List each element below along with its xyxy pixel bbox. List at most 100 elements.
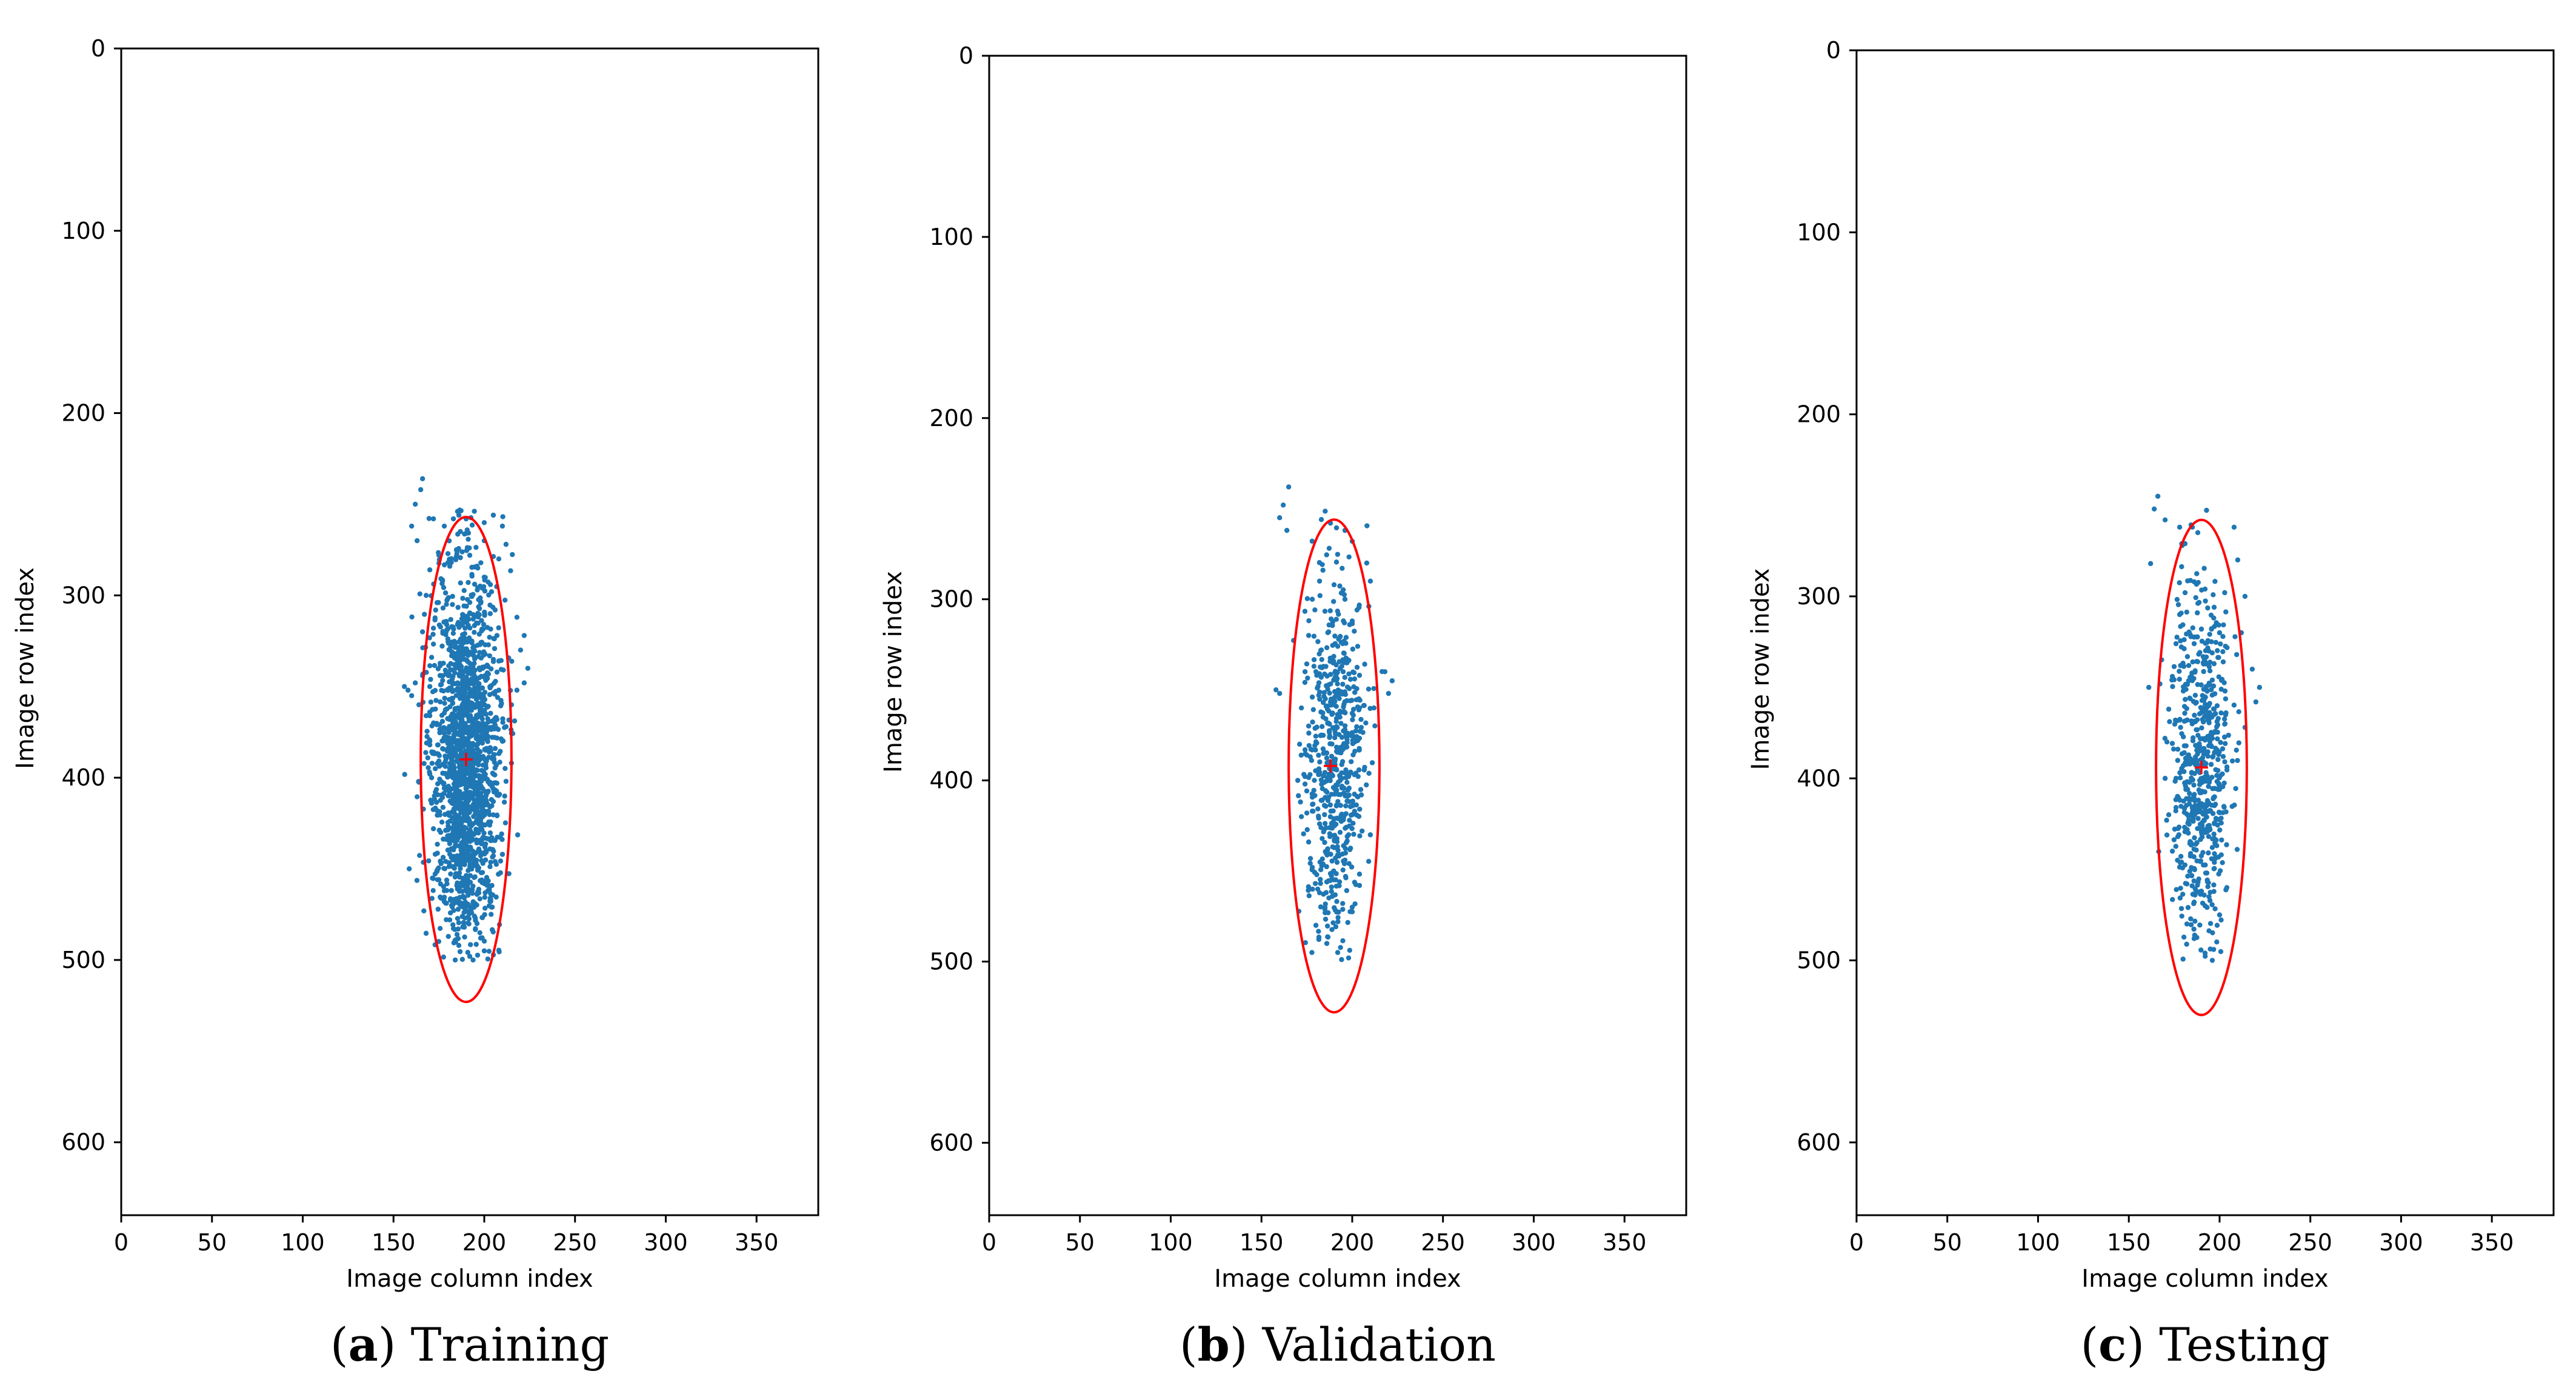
x-tick-label: 250 (2288, 1229, 2332, 1256)
scatter-point (463, 678, 469, 684)
scatter-point (492, 859, 498, 864)
center-marker (2195, 761, 2209, 775)
scatter-point (1301, 831, 1306, 837)
scatter-point (2249, 666, 2255, 672)
scatter-point (1322, 839, 1327, 845)
scatter-point (2189, 883, 2195, 889)
scatter-point (2173, 776, 2179, 781)
scatter-point (2232, 634, 2238, 639)
scatter-point (1327, 878, 1333, 884)
scatter-point (458, 686, 463, 692)
scatter-point (2203, 659, 2208, 664)
scatter-point (1355, 644, 1361, 649)
scatter-point (2192, 692, 2198, 698)
scatter-point (2178, 885, 2183, 891)
scatter-point (1309, 864, 1315, 870)
scatter-point (1335, 552, 1341, 557)
scatter-point (489, 589, 495, 595)
scatter-point (1309, 596, 1315, 602)
scatter-point (1362, 661, 1367, 667)
scatter-point (2198, 889, 2204, 894)
scatter-point (442, 701, 447, 706)
scatter-point (2194, 727, 2200, 733)
scatter-point (1367, 705, 1373, 712)
scatter-point (1310, 801, 1316, 807)
y-tick-label: 100 (61, 218, 105, 244)
scatter-point (1303, 940, 1308, 945)
scatter-point (452, 733, 457, 738)
scatter-point (510, 552, 515, 558)
scatter-point (1307, 861, 1313, 866)
scatter-point (486, 755, 492, 760)
scatter-point (2197, 922, 2203, 928)
scatter-point (479, 618, 484, 624)
scatter-point (1344, 698, 1350, 704)
scatter-point (1360, 730, 1366, 735)
scatter-point (494, 792, 500, 798)
scatter-point (1324, 864, 1329, 870)
scatter-point (2221, 622, 2226, 628)
scatter-point (1347, 947, 1352, 953)
scatter-point (490, 854, 495, 860)
scatter-point (464, 616, 469, 622)
scatter-point (1304, 788, 1310, 794)
scatter-point (2187, 853, 2194, 859)
scatter-point (1364, 523, 1370, 529)
scatter-point (1276, 690, 1283, 696)
scatter-point (2209, 902, 2215, 907)
scatter-point (1330, 808, 1336, 814)
scatter-point (2183, 696, 2188, 702)
scatter-point (450, 922, 456, 928)
scatter-point (2184, 654, 2191, 659)
scatter-point (2222, 759, 2227, 765)
scatter-point (475, 952, 481, 958)
x-axis-label: Image column index (346, 1265, 593, 1293)
scatter-point (1306, 742, 1312, 749)
scatter-point (1316, 766, 1322, 772)
scatter-point (1350, 707, 1356, 712)
scatter-point (1351, 832, 1356, 837)
scatter-point (2206, 664, 2212, 670)
scatter-point (2213, 816, 2219, 821)
scatter-point (452, 644, 458, 650)
scatter-point (472, 830, 478, 836)
scatter-point (458, 765, 463, 771)
scatter-point (2223, 809, 2229, 815)
scatter-point (1340, 681, 1346, 687)
scatter-point (1349, 909, 1355, 915)
scatter-point (435, 812, 440, 818)
scatter-point (1327, 690, 1332, 696)
scatter-point (2220, 746, 2226, 752)
scatter-point (447, 667, 453, 673)
scatter-point (1356, 745, 1362, 752)
scatter-point (450, 838, 456, 843)
scatter-point (472, 656, 478, 662)
scatter-point (2208, 762, 2214, 767)
scatter-point (2215, 648, 2220, 653)
scatter-point (1316, 821, 1323, 827)
scatter-point (2177, 895, 2183, 901)
scatter-point (2220, 634, 2226, 639)
x-tick-label: 200 (1330, 1229, 1375, 1256)
scatter-point (2221, 734, 2227, 740)
scatter-point (481, 584, 487, 590)
scatter-point (2185, 787, 2191, 792)
scatter-point (441, 585, 447, 590)
scatter-point (1319, 656, 1324, 662)
scatter-point (1339, 783, 1345, 789)
scatter-point (455, 926, 461, 932)
scatter-point (436, 622, 442, 628)
scatter-point (481, 575, 487, 580)
scatter-point (460, 612, 465, 618)
scatter-point (465, 724, 471, 730)
scatter-point (1312, 870, 1318, 875)
scatter-point (1347, 845, 1353, 851)
scatter-point (1359, 828, 1365, 834)
caption-paren: ( (330, 1318, 349, 1372)
scatter-point (1338, 802, 1343, 809)
scatter-point (1312, 881, 1318, 886)
scatter-point (2197, 790, 2203, 796)
scatter-point (472, 667, 478, 673)
scatter-point (2207, 701, 2212, 706)
scatter-point (1346, 770, 1352, 776)
